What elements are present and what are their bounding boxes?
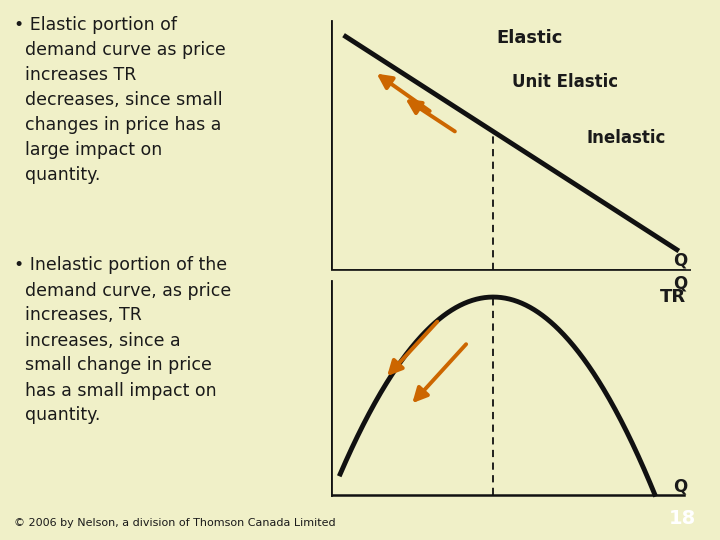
Text: Q: Q: [673, 274, 688, 293]
Text: Elastic: Elastic: [496, 29, 562, 47]
Text: TR: TR: [660, 288, 685, 306]
Text: Unit Elastic: Unit Elastic: [512, 73, 618, 91]
Text: 18: 18: [669, 509, 696, 528]
Text: © 2006 by Nelson, a division of Thomson Canada Limited: © 2006 by Nelson, a division of Thomson …: [14, 518, 336, 528]
Text: Q: Q: [673, 477, 688, 495]
Text: • Elastic portion of
  demand curve as price
  increases TR
  decreases, since s: • Elastic portion of demand curve as pri…: [14, 16, 225, 184]
Text: • Inelastic portion of the
  demand curve, as price
  increases, TR
  increases,: • Inelastic portion of the demand curve,…: [14, 256, 231, 424]
Text: Q: Q: [673, 252, 688, 270]
Text: Inelastic: Inelastic: [587, 129, 666, 147]
